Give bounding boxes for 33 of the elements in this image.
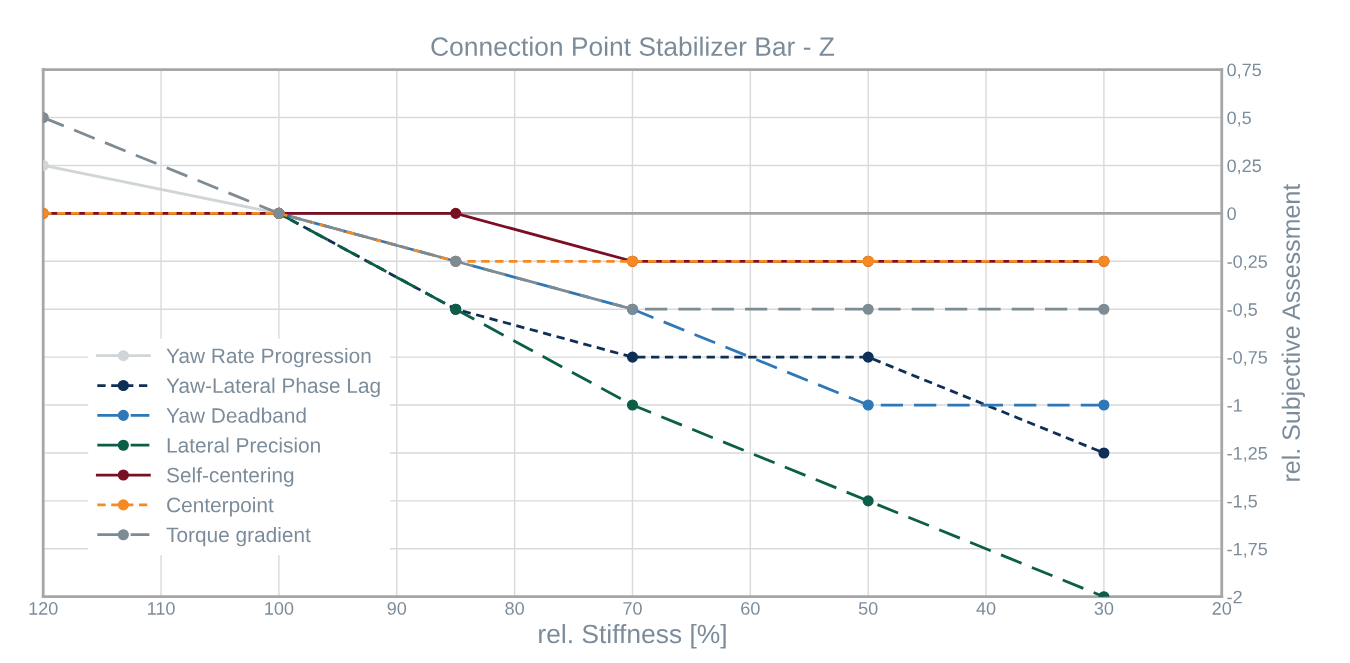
x-tick-label: 110	[148, 602, 175, 615]
legend-label: Torque gradient	[166, 526, 311, 547]
legend-label: Yaw Rate Progression	[166, 347, 371, 368]
y-tick-label: -1	[1227, 399, 1242, 412]
legend-label: Lateral Precision	[167, 437, 320, 453]
x-tick-label: 50	[858, 602, 878, 615]
x-tick-label: 20	[1212, 602, 1232, 615]
x-tick-label: 90	[387, 602, 407, 615]
legend-label: Centerpoint	[167, 497, 274, 517]
y-tick-label: 0,5	[1227, 111, 1251, 127]
y-tick-label: -1,25	[1227, 446, 1268, 462]
x-tick-label: 60	[741, 602, 760, 615]
y-tick-label: -1,75	[1227, 542, 1268, 558]
y-tick-label: -0,75	[1227, 351, 1268, 366]
x-tick-label: 100	[265, 602, 294, 615]
y-axis-title: rel. Subjective Assessment	[1281, 183, 1305, 481]
y-tick-label: 0,75	[1227, 63, 1261, 79]
y-tick-label: 0,25	[1227, 159, 1261, 175]
y-tick-label: 0	[1227, 207, 1236, 221]
x-tick-label: 30	[1094, 602, 1114, 615]
legend-label: Self-centering	[167, 467, 294, 487]
legend-label: Yaw-Lateral Phase Lag	[166, 377, 380, 398]
x-axis-title: rel. Stiffness [%]	[539, 623, 726, 649]
x-tick-label: 70	[623, 602, 642, 615]
x-tick-label: 120	[29, 602, 58, 615]
y-tick-label: -0,5	[1227, 303, 1257, 319]
y-tick-label: -1,5	[1227, 494, 1257, 510]
x-tick-label: 80	[505, 602, 524, 615]
y-tick-label: -2	[1227, 590, 1242, 604]
legend-label: Yaw Deadband	[166, 407, 306, 423]
y-tick-label: -0,25	[1227, 255, 1268, 271]
chart-title: Connection Point Stabilizer Bar - Z	[431, 36, 835, 56]
x-tick-label: 40	[976, 602, 996, 615]
